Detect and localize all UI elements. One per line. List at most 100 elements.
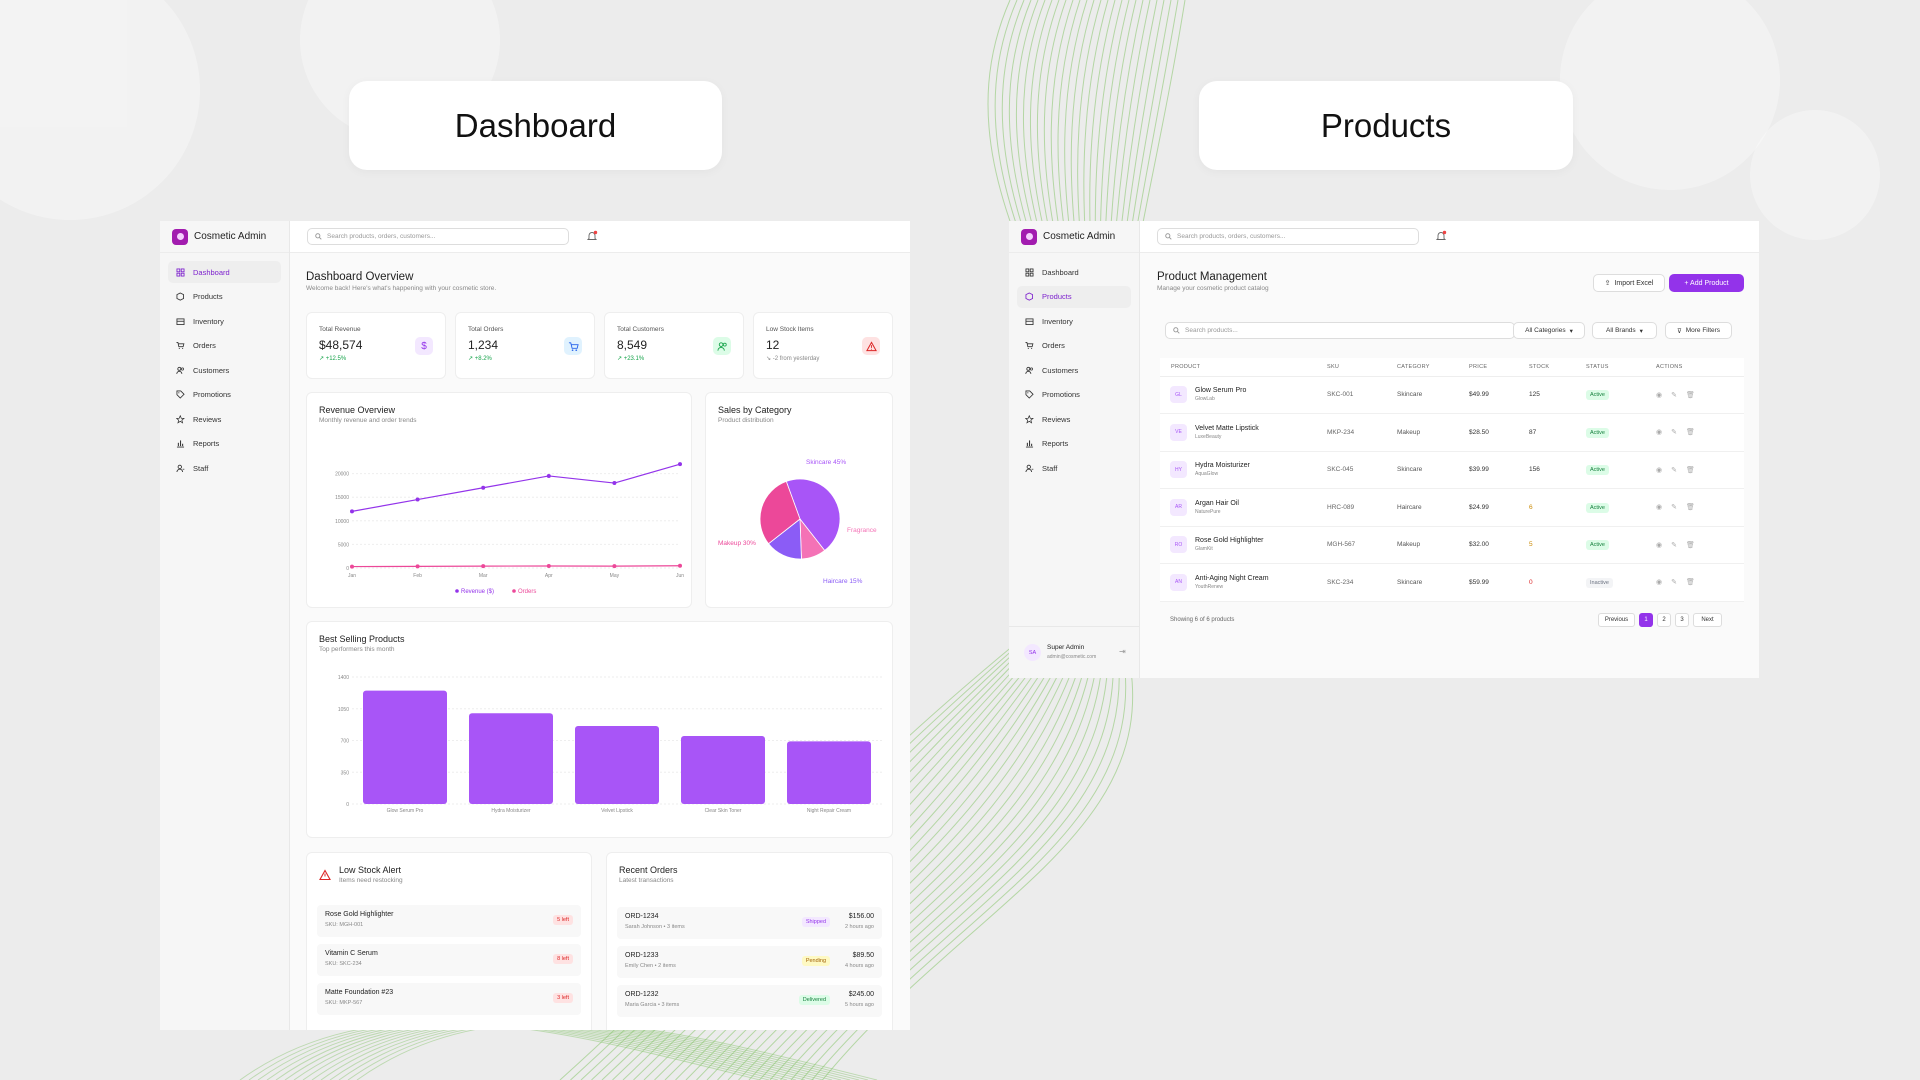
- view-icon[interactable]: ◉: [1656, 429, 1663, 437]
- low-stock-item[interactable]: Vitamin C Serum SKU: SKC-234 8 left: [317, 944, 581, 976]
- sidebar-item-promotions[interactable]: Promotions: [1017, 384, 1131, 406]
- sidebar-item-staff[interactable]: Staff: [168, 457, 281, 479]
- sidebar-item-promotions[interactable]: Promotions: [168, 384, 281, 406]
- column-header[interactable]: SKU: [1327, 358, 1397, 377]
- view-icon[interactable]: ◉: [1656, 541, 1663, 549]
- data-point[interactable]: [481, 564, 486, 569]
- next-page-button[interactable]: Next: [1693, 613, 1722, 627]
- bar[interactable]: [363, 690, 447, 804]
- sidebar-item-staff[interactable]: Staff: [1017, 457, 1131, 479]
- trash-icon[interactable]: 🗑︎: [1685, 466, 1695, 474]
- bar[interactable]: [787, 741, 871, 804]
- products-screenshot: Cosmetic Admin Dashboard Products Inventor…: [1009, 221, 1759, 678]
- bell-icon[interactable]: [586, 230, 598, 242]
- sidebar-item-reviews[interactable]: Reviews: [168, 408, 281, 430]
- order-item[interactable]: ORD-1234 Sarah Johnson • 3 items Shipped…: [617, 907, 882, 939]
- data-point[interactable]: [546, 473, 551, 478]
- bell-icon[interactable]: [1435, 230, 1447, 242]
- import-excel-button[interactable]: ⇪ Import Excel: [1593, 274, 1665, 292]
- brand-filter-select[interactable]: All Brands ▾: [1592, 322, 1657, 339]
- trash-icon[interactable]: 🗑︎: [1685, 541, 1695, 549]
- order-item[interactable]: ORD-1233 Emily Chen • 2 items Pending $8…: [617, 946, 882, 978]
- bar[interactable]: [469, 713, 553, 804]
- global-search-input[interactable]: Search products, orders, customers...: [1157, 228, 1419, 245]
- trash-icon[interactable]: 🗑︎: [1685, 391, 1695, 399]
- stat-card-low-stock[interactable]: Low Stock Items 12 ↘ -2 from yesterday: [753, 312, 893, 379]
- data-point[interactable]: [350, 509, 354, 514]
- sidebar-item-customers[interactable]: Customers: [1017, 359, 1131, 381]
- table-row[interactable]: AR Argan Hair Oil NaturePure HRC-089 Haircar…: [1160, 488, 1744, 527]
- data-point[interactable]: [481, 485, 486, 490]
- column-header[interactable]: STATUS: [1586, 358, 1656, 377]
- sidebar-item-customers[interactable]: Customers: [168, 359, 281, 381]
- previous-page-button[interactable]: Previous: [1598, 613, 1635, 627]
- brand[interactable]: Cosmetic Admin: [160, 221, 289, 253]
- global-search-input[interactable]: Search products, orders, customers...: [307, 228, 569, 245]
- data-point[interactable]: [415, 497, 420, 502]
- low-stock-item[interactable]: Matte Foundation #23 SKU: MKP-567 3 left: [317, 983, 581, 1015]
- sidebar-item-products[interactable]: Products: [168, 286, 281, 308]
- data-point[interactable]: [612, 481, 617, 486]
- view-icon[interactable]: ◉: [1656, 504, 1663, 512]
- table-row[interactable]: AN Anti-Aging Night Cream YouthRenew SKC-23…: [1160, 563, 1744, 602]
- edit-icon[interactable]: ✎: [1671, 429, 1677, 437]
- edit-icon[interactable]: ✎: [1671, 541, 1677, 549]
- pie-slice[interactable]: [785, 478, 841, 552]
- product-search-input[interactable]: Search products...: [1165, 322, 1515, 339]
- data-point[interactable]: [350, 564, 354, 569]
- sidebar-item-reviews[interactable]: Reviews: [1017, 408, 1131, 430]
- bar[interactable]: [681, 735, 765, 804]
- brand[interactable]: Cosmetic Admin: [1009, 221, 1139, 253]
- sidebar-item-orders[interactable]: Orders: [1017, 335, 1131, 357]
- category-filter-select[interactable]: All Categories ▾: [1513, 322, 1585, 339]
- table-row[interactable]: GL Glow Serum Pro GlowLab SKC-001 Skincare $4…: [1160, 376, 1744, 414]
- sidebar-item-products[interactable]: Products: [1017, 285, 1131, 308]
- view-icon[interactable]: ◉: [1656, 466, 1663, 474]
- pie-slice[interactable]: [759, 480, 801, 545]
- sidebar-item-inventory[interactable]: Inventory: [168, 310, 281, 332]
- data-point[interactable]: [546, 564, 551, 569]
- add-product-button[interactable]: + Add Product: [1669, 274, 1744, 292]
- sidebar-item-dashboard[interactable]: Dashboard: [1017, 261, 1131, 283]
- user-profile[interactable]: SA Super Admin admin@cosmetic.com ⇥: [1009, 626, 1139, 678]
- edit-icon[interactable]: ✎: [1671, 504, 1677, 512]
- logout-icon[interactable]: ⇥: [1119, 647, 1126, 656]
- sidebar-item-inventory[interactable]: Inventory: [1017, 310, 1131, 332]
- order-item[interactable]: ORD-1232 Maria Garcia • 3 items Delivere…: [617, 985, 882, 1017]
- table-row[interactable]: VE Velvet Matte Lipstick LuxeBeauty MKP-234…: [1160, 413, 1744, 452]
- product-thumbnail: RO: [1170, 536, 1187, 554]
- more-filters-button[interactable]: ⊽ More Filters: [1665, 322, 1732, 339]
- table-row[interactable]: RO Rose Gold Highlighter GlamKit MGH-567 Mak…: [1160, 526, 1744, 564]
- page-1-button[interactable]: 1: [1639, 613, 1653, 627]
- low-stock-item[interactable]: Rose Gold Highlighter SKU: MGH-001 5 lef…: [317, 905, 581, 937]
- column-header[interactable]: CATEGORY: [1397, 358, 1469, 377]
- stat-card-orders[interactable]: Total Orders 1,234 ↗ +8.2%: [455, 312, 595, 379]
- chevron-down-icon: ▾: [1569, 327, 1573, 335]
- view-icon[interactable]: ◉: [1656, 579, 1663, 587]
- stock-cell: 156: [1529, 451, 1586, 489]
- data-point[interactable]: [678, 462, 682, 467]
- edit-icon[interactable]: ✎: [1671, 466, 1677, 474]
- table-row[interactable]: HY Hydra Moisturizer AquaGlow SKC-045 Skinca…: [1160, 451, 1744, 489]
- trash-icon[interactable]: 🗑︎: [1685, 429, 1695, 437]
- column-header[interactable]: PRODUCT: [1160, 358, 1327, 377]
- sidebar-item-reports[interactable]: Reports: [168, 433, 281, 455]
- column-header[interactable]: PRICE: [1469, 358, 1529, 377]
- trash-icon[interactable]: 🗑︎: [1685, 579, 1695, 587]
- sidebar-item-dashboard[interactable]: Dashboard: [168, 261, 281, 283]
- sidebar-item-orders[interactable]: Orders: [168, 335, 281, 357]
- view-icon[interactable]: ◉: [1656, 391, 1663, 399]
- page-2-button[interactable]: 2: [1657, 613, 1671, 627]
- data-point[interactable]: [415, 564, 420, 569]
- data-point[interactable]: [678, 563, 682, 568]
- sidebar-item-reports[interactable]: Reports: [1017, 433, 1131, 455]
- edit-icon[interactable]: ✎: [1671, 579, 1677, 587]
- page-3-button[interactable]: 3: [1675, 613, 1689, 627]
- trash-icon[interactable]: 🗑︎: [1685, 504, 1695, 512]
- edit-icon[interactable]: ✎: [1671, 391, 1677, 399]
- column-header[interactable]: STOCK: [1529, 358, 1586, 377]
- data-point[interactable]: [612, 564, 617, 569]
- stat-card-revenue[interactable]: Total Revenue $48,574 ↗ +12.5% $: [306, 312, 446, 379]
- bar[interactable]: [575, 725, 659, 804]
- stat-card-customers[interactable]: Total Customers 8,549 ↗ +23.1%: [604, 312, 744, 379]
